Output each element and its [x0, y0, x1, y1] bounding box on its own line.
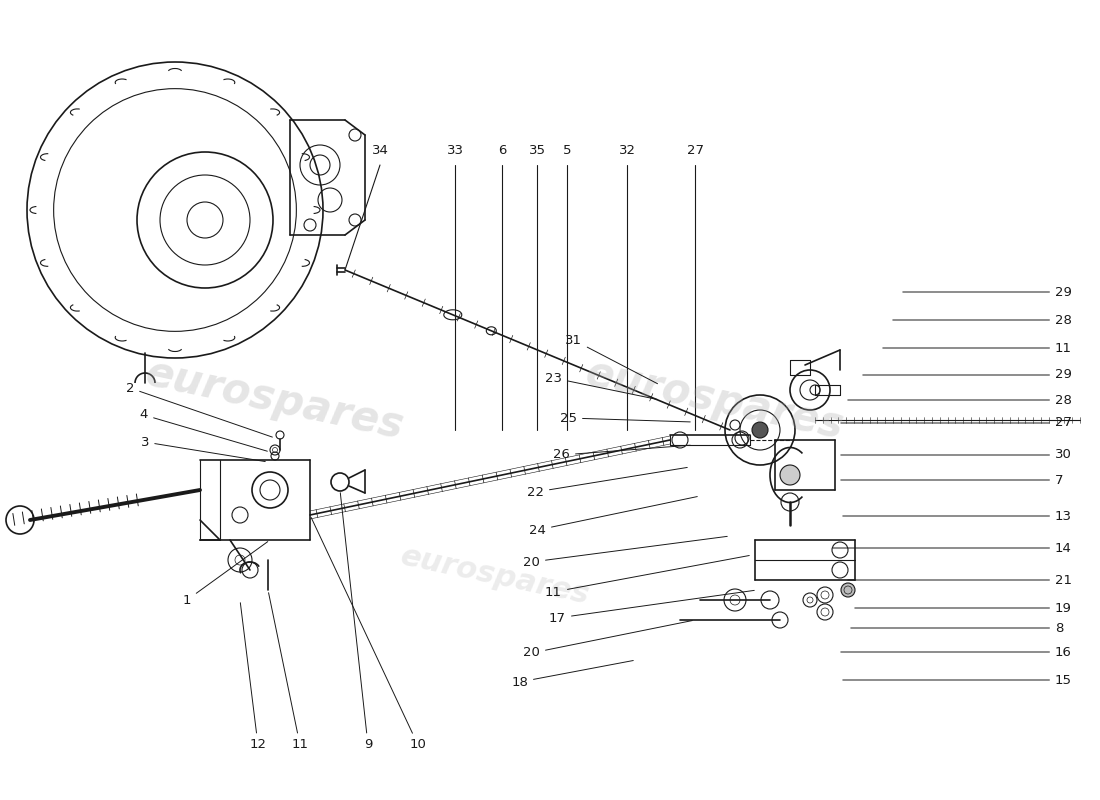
Text: 29: 29	[862, 369, 1071, 382]
Text: 24: 24	[529, 497, 697, 537]
Text: 30: 30	[840, 449, 1071, 462]
Text: 5: 5	[563, 143, 571, 157]
Text: 21: 21	[848, 574, 1072, 586]
Text: 20: 20	[524, 536, 727, 569]
Text: 11: 11	[268, 593, 308, 751]
Text: 4: 4	[140, 409, 267, 451]
Text: 32: 32	[618, 143, 636, 157]
Text: 6: 6	[498, 143, 506, 157]
Text: 27: 27	[686, 143, 704, 157]
Circle shape	[780, 465, 800, 485]
Text: 15: 15	[843, 674, 1072, 686]
Text: 1: 1	[183, 542, 267, 606]
Text: 18: 18	[512, 661, 634, 689]
Text: 8: 8	[850, 622, 1064, 634]
Text: 7: 7	[840, 474, 1064, 486]
Text: 9: 9	[340, 493, 372, 751]
Text: 35: 35	[528, 143, 546, 157]
Circle shape	[752, 422, 768, 438]
Text: 33: 33	[447, 143, 463, 157]
Text: eurospares: eurospares	[582, 352, 848, 448]
Text: 34: 34	[372, 143, 388, 157]
Text: 31: 31	[565, 334, 658, 384]
Text: 28: 28	[893, 314, 1071, 326]
Text: 22: 22	[527, 467, 688, 498]
Text: eurospares: eurospares	[398, 542, 592, 610]
Text: 13: 13	[843, 510, 1072, 522]
Text: 3: 3	[141, 435, 265, 462]
Text: 20: 20	[524, 621, 692, 659]
Text: 17: 17	[549, 590, 755, 625]
Text: 14: 14	[833, 542, 1071, 554]
Text: 29: 29	[903, 286, 1071, 298]
Text: 11: 11	[883, 342, 1072, 354]
Text: 11: 11	[544, 555, 749, 598]
Text: 27: 27	[840, 417, 1072, 430]
Text: 28: 28	[848, 394, 1071, 406]
Text: eurospares: eurospares	[142, 352, 408, 448]
Text: 12: 12	[240, 602, 266, 751]
Text: 2: 2	[125, 382, 273, 437]
Text: 26: 26	[553, 446, 690, 462]
Text: 23: 23	[544, 371, 658, 399]
Text: 16: 16	[840, 646, 1071, 658]
Circle shape	[842, 583, 855, 597]
Text: 25: 25	[560, 411, 690, 425]
Text: 10: 10	[311, 518, 427, 751]
Text: 19: 19	[855, 602, 1071, 614]
